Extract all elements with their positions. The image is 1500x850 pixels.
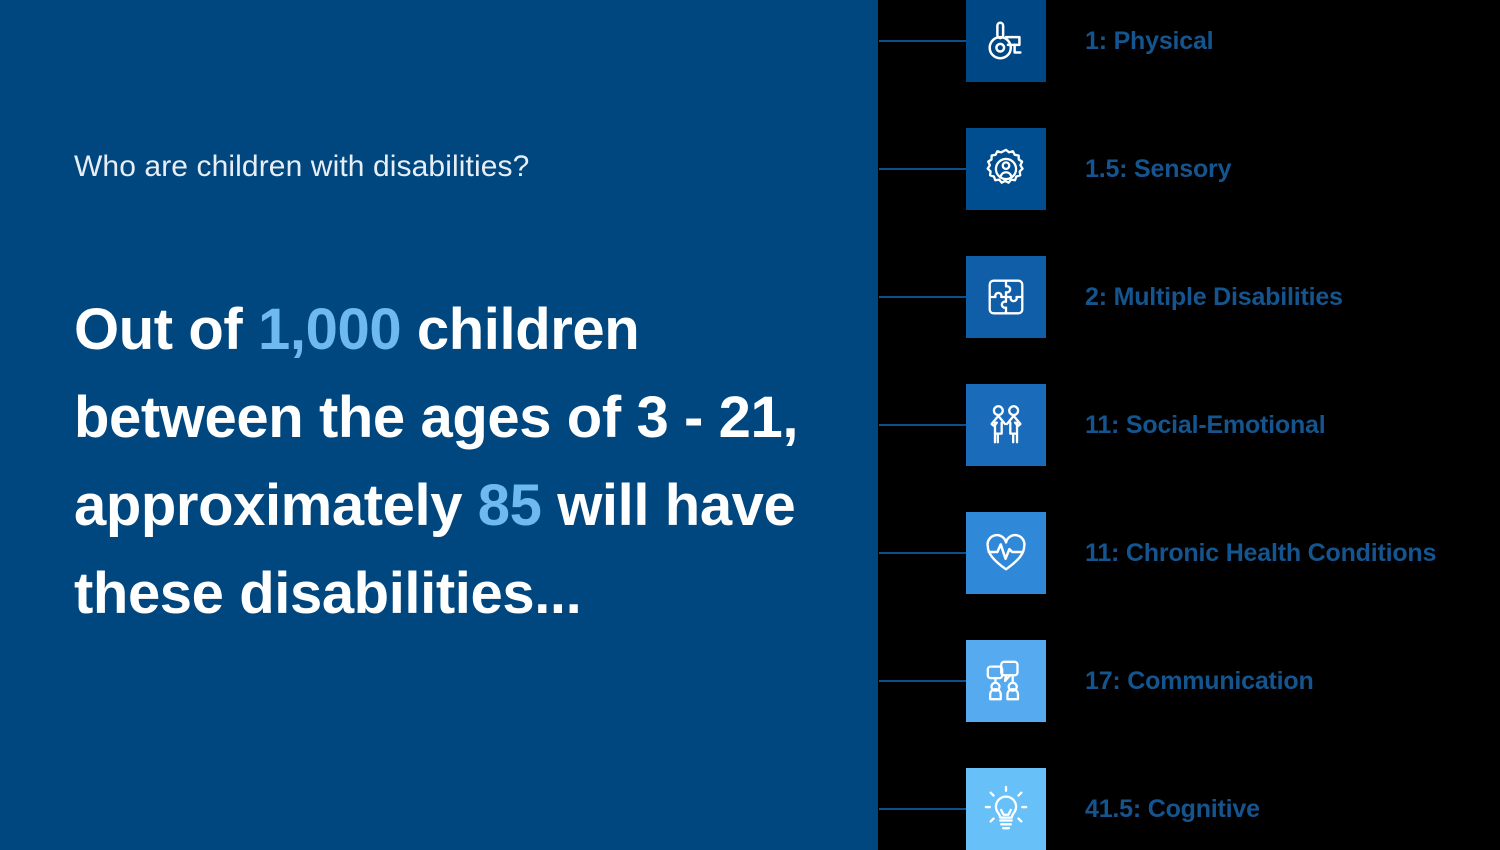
- category-tile: [966, 384, 1046, 466]
- connector-line: [879, 680, 966, 682]
- headline-part-2: children between the ages of 3 - 21, app…: [74, 297, 799, 538]
- list-item[interactable]: 17: Communication: [878, 640, 1500, 722]
- gear-person-icon: [983, 146, 1029, 192]
- page-subtitle: Who are children with disabilities?: [74, 150, 530, 183]
- connector-line: [879, 424, 966, 426]
- two-people-icon: [983, 402, 1029, 448]
- category-label: 11: Social-Emotional: [1085, 410, 1326, 439]
- headline-part-3: will have these disabilities...: [74, 473, 796, 626]
- headline-highlight-85: 85: [477, 473, 542, 538]
- list-item[interactable]: 11: Social-Emotional: [878, 384, 1500, 466]
- page-headline: Out of 1,000 children between the ages o…: [74, 286, 844, 638]
- list-item[interactable]: 2: Multiple Disabilities: [878, 256, 1500, 338]
- connector-line: [879, 552, 966, 554]
- left-panel: Who are children with disabilities? Out …: [0, 0, 878, 850]
- list-item[interactable]: 11: Chronic Health Conditions: [878, 512, 1500, 594]
- headline-highlight-1000: 1,000: [258, 297, 402, 362]
- lightbulb-icon: [983, 786, 1029, 832]
- speech-people-icon: [983, 658, 1029, 704]
- category-tile: [966, 640, 1046, 722]
- category-tile: [966, 256, 1046, 338]
- list-item[interactable]: 1.5: Sensory: [878, 128, 1500, 210]
- category-tile: [966, 128, 1046, 210]
- category-tile: [966, 768, 1046, 850]
- category-label: 2: Multiple Disabilities: [1085, 282, 1343, 311]
- headline-part-1: Out of: [74, 297, 259, 362]
- puzzle-icon: [983, 274, 1029, 320]
- wheelchair-icon: [983, 18, 1029, 64]
- list-item[interactable]: 41.5: Cognitive: [878, 768, 1500, 850]
- heart-pulse-icon: [983, 530, 1029, 576]
- category-tile: [966, 0, 1046, 82]
- connector-line: [879, 296, 966, 298]
- category-label: 41.5: Cognitive: [1085, 794, 1260, 823]
- connector-line: [879, 40, 966, 42]
- category-label: 1: Physical: [1085, 26, 1214, 55]
- category-label: 11: Chronic Health Conditions: [1085, 538, 1437, 567]
- disability-category-list: 1: Physical 1.5: Sensory: [878, 0, 1500, 850]
- list-item[interactable]: 1: Physical: [878, 0, 1500, 82]
- category-label: 17: Communication: [1085, 666, 1314, 695]
- category-label: 1.5: Sensory: [1085, 154, 1232, 183]
- connector-line: [879, 808, 966, 810]
- connector-line: [879, 168, 966, 170]
- category-tile: [966, 512, 1046, 594]
